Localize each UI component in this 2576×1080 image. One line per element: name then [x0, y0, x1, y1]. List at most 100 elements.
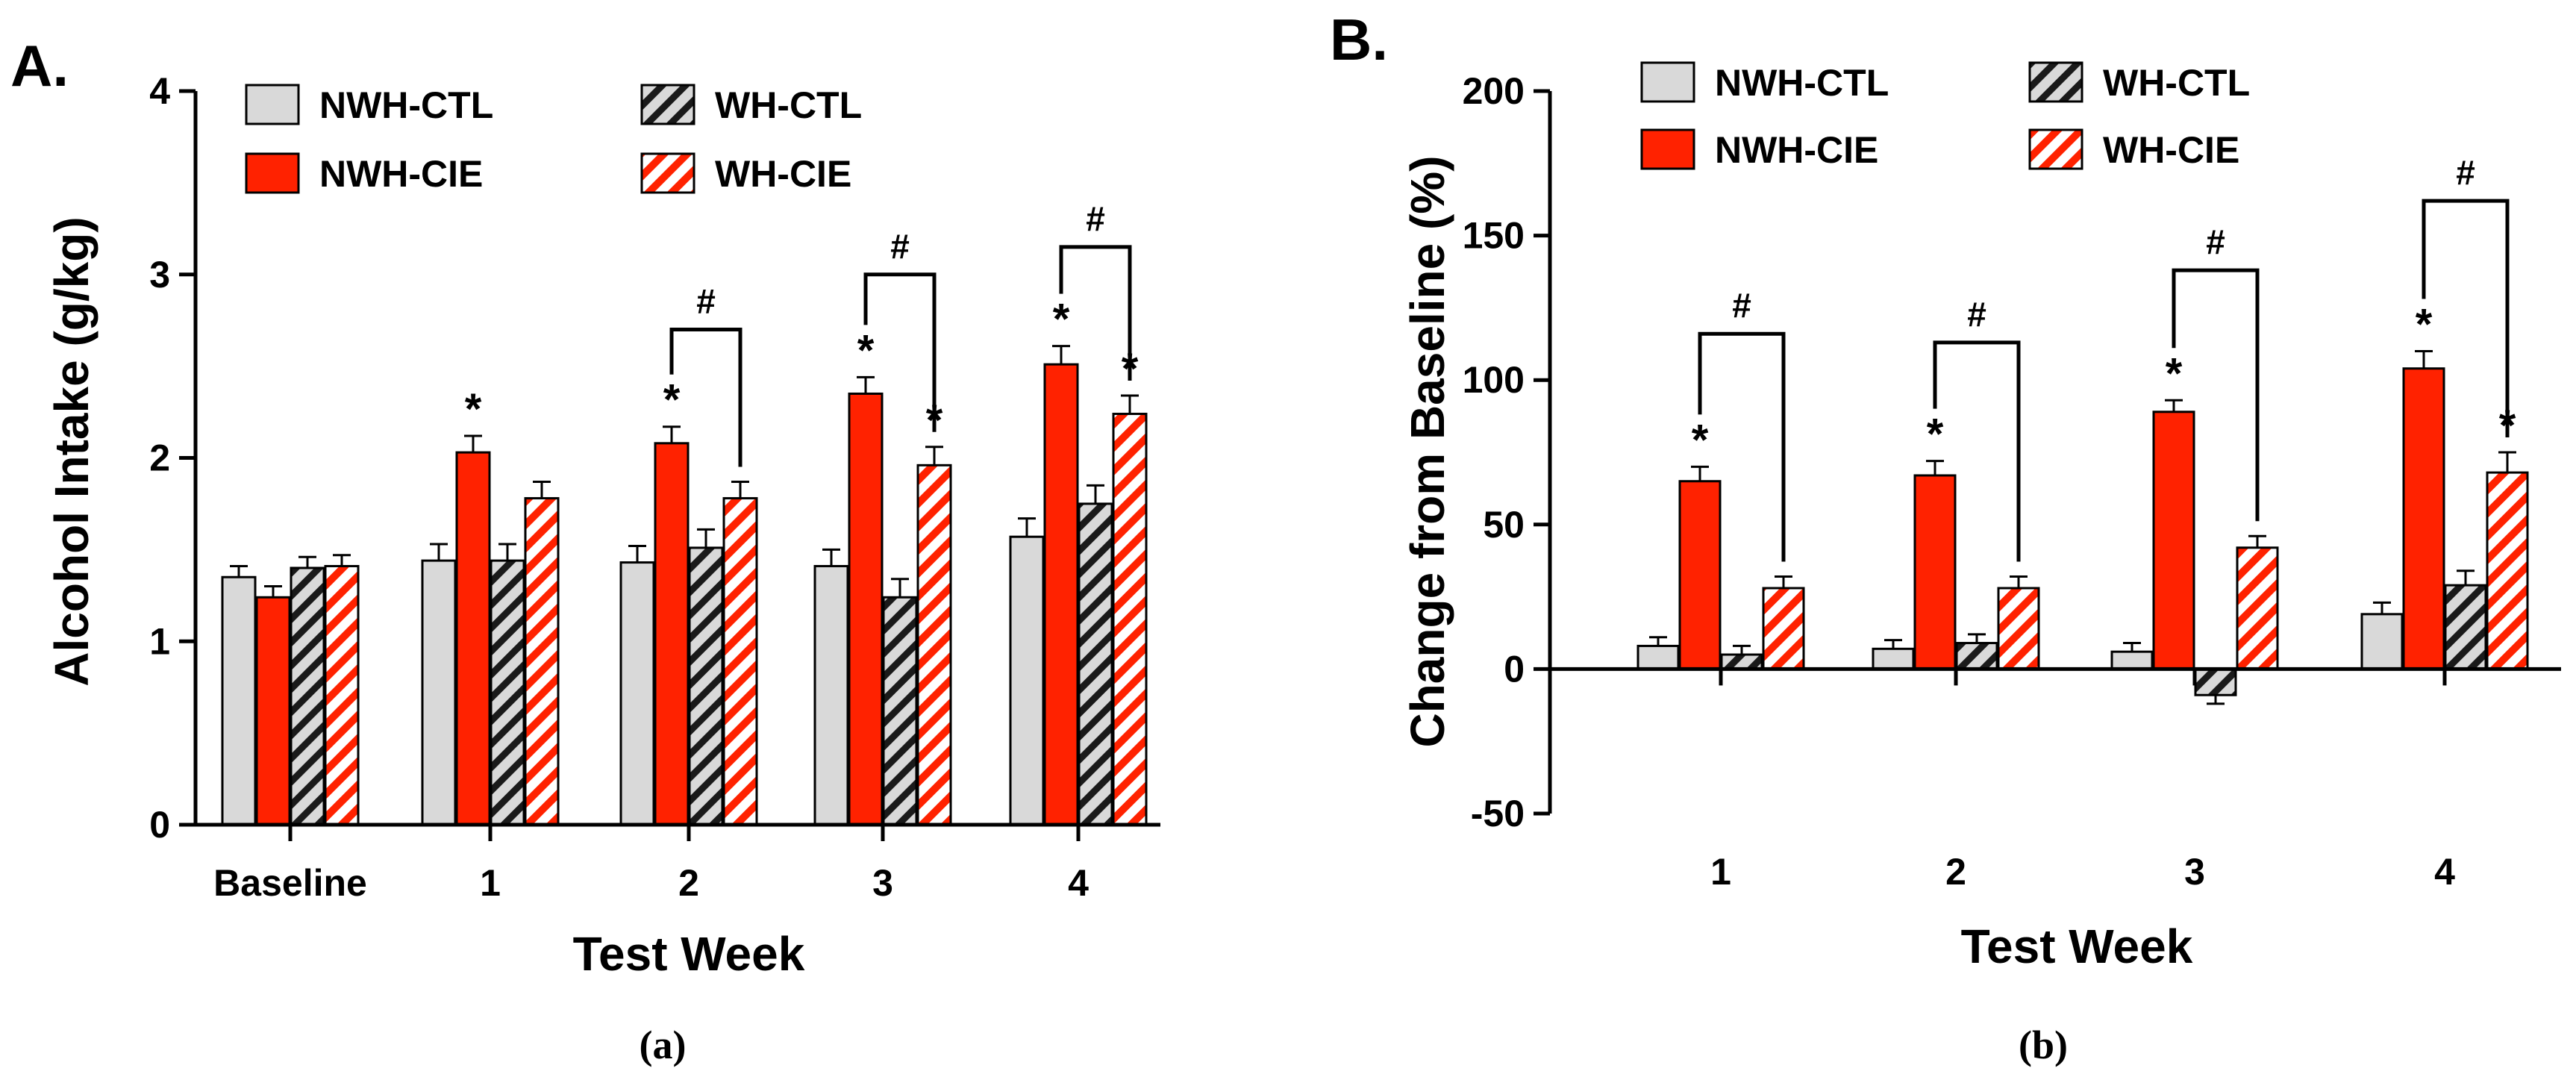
bar-b-nwh-ctl-1: [1636, 644, 1680, 670]
bar-a-nwh-cie-4: [1043, 363, 1079, 826]
comparison-bracket-b: [2422, 199, 2510, 437]
bar-b-wh-cie-2: [1997, 587, 2040, 670]
bar-b-nwh-cie-4: [2402, 367, 2445, 670]
bar-a-nwh-cie-3: [848, 392, 884, 826]
x-tick-label-b: 2: [1945, 851, 1966, 893]
y-axis-label-a: Alcohol Intake (g/kg): [45, 216, 99, 686]
bar-b-wh-ctl-1: [1720, 653, 1763, 670]
legend-swatch-b: [2028, 61, 2083, 103]
bracket-hash-b: #: [2456, 153, 2475, 192]
legend-swatch-a: [640, 152, 695, 194]
comparison-bracket-a: [863, 272, 937, 432]
bar-a-wh-ctl-3: [882, 596, 918, 826]
x-tick-label-a: 2: [678, 862, 699, 904]
bar-a-wh-ctl-4: [1078, 502, 1113, 826]
y-tick-label-b: 100: [1463, 359, 1525, 401]
bar-b-wh-ctl-2: [1955, 642, 1998, 670]
y-tick-label-b: 0: [1504, 648, 1525, 690]
significance-star-a: *: [857, 326, 875, 375]
bar-b-wh-ctl-3: [2194, 667, 2237, 696]
bar-a-nwh-ctl-baseline: [221, 575, 257, 826]
y-tick-label-a: 1: [149, 620, 170, 662]
bracket-hash-a: #: [696, 281, 716, 320]
bar-a-nwh-cie-baseline: [255, 596, 291, 826]
legend-swatch-b: [2028, 128, 2083, 170]
bar-a-wh-cie-2: [722, 497, 758, 826]
significance-star-a: *: [1053, 296, 1070, 344]
x-tick-label-a: Baseline: [213, 862, 367, 904]
bar-a-wh-cie-4: [1112, 413, 1148, 826]
y-tick-label-b: 50: [1483, 504, 1525, 546]
y-tick-label-b: 150: [1463, 215, 1525, 257]
bar-b-nwh-ctl-3: [2110, 650, 2154, 670]
bar-a-nwh-ctl-2: [619, 561, 655, 826]
caption-a: (a): [640, 1023, 687, 1067]
y-tick-label-a: 2: [149, 437, 170, 479]
bar-b-nwh-cie-3: [2152, 411, 2195, 670]
x-tick-label-b: 4: [2434, 851, 2455, 893]
comparison-bracket-a: [1059, 245, 1132, 381]
y-tick-label-a: 0: [149, 804, 170, 846]
bar-a-nwh-ctl-3: [813, 564, 849, 826]
bar-a-wh-cie-3: [916, 463, 952, 826]
bracket-hash-b: #: [1967, 295, 1986, 334]
bracket-hash-b: #: [2206, 222, 2225, 261]
legend-swatch-a: [640, 84, 695, 125]
legend-swatch-a: [245, 84, 300, 125]
bar-b-wh-cie-1: [1762, 587, 1805, 670]
legend-label-a: WH-CIE: [715, 153, 851, 195]
significance-star-a: *: [663, 376, 681, 425]
panel-label-a: A.: [10, 33, 69, 99]
x-axis-label-a: Test Week: [573, 927, 805, 981]
significance-star-a: *: [465, 385, 482, 434]
bar-b-wh-cie-4: [2486, 471, 2529, 670]
x-tick-label-a: 3: [872, 862, 893, 904]
legend-swatch-a: [245, 152, 300, 194]
bar-a-wh-ctl-2: [688, 546, 724, 826]
x-tick-label-b: 3: [2184, 851, 2205, 893]
bar-a-nwh-ctl-4: [1009, 535, 1045, 826]
significance-star-b: *: [2416, 300, 2433, 349]
legend-label-b: WH-CIE: [2103, 129, 2239, 171]
bar-a-wh-ctl-1: [490, 559, 525, 826]
bar-b-nwh-ctl-2: [1872, 647, 1915, 670]
bar-b-wh-cie-3: [2236, 546, 2279, 670]
bar-b-nwh-cie-1: [1678, 480, 1722, 670]
legend-label-b: NWH-CTL: [1715, 62, 1889, 104]
x-tick-label-b: 1: [1710, 851, 1731, 893]
legend-swatch-b: [1640, 61, 1695, 103]
bar-a-nwh-cie-2: [654, 442, 690, 826]
y-axis-label-b: Change from Baseline (%): [1401, 155, 1454, 747]
y-tick-label-a: 3: [149, 254, 170, 296]
comparison-bracket-b: [2172, 268, 2260, 522]
y-tick-label-b: -50: [1471, 793, 1525, 834]
chart-panel-a: A. Alcohol Intake (g/kg) Test Week (a) *…: [10, 33, 1160, 1067]
x-tick-label-a: 1: [480, 862, 501, 904]
significance-star-b: *: [1692, 416, 1709, 464]
legend-label-a: NWH-CIE: [319, 153, 483, 195]
bracket-hash-b: #: [1732, 286, 1751, 325]
bar-a-wh-ctl-baseline: [290, 566, 325, 826]
legend-label-a: NWH-CTL: [319, 84, 493, 126]
bar-a-nwh-cie-1: [455, 451, 491, 826]
bracket-hash-a: #: [890, 227, 910, 266]
bar-b-nwh-ctl-4: [2360, 613, 2404, 670]
chart-panel-b: B. Change from Baseline (%) Test Week (b…: [1330, 7, 2561, 1067]
y-tick-label-b: 200: [1463, 70, 1525, 112]
legend-label-b: WH-CTL: [2103, 62, 2250, 104]
bar-b-nwh-cie-2: [1913, 474, 1957, 670]
x-tick-label-a: 4: [1068, 862, 1089, 904]
bracket-hash-a: #: [1086, 199, 1105, 238]
comparison-bracket-b: [1698, 331, 1786, 562]
comparison-bracket-a: [669, 327, 743, 467]
y-tick-label-a: 4: [149, 70, 170, 112]
bar-a-wh-cie-1: [524, 497, 560, 826]
legend-swatch-b: [1640, 128, 1695, 170]
x-axis-label-b: Test Week: [1961, 920, 2193, 973]
panel-label-b: B.: [1330, 7, 1388, 72]
legend-label-a: WH-CTL: [715, 84, 862, 126]
bar-b-wh-ctl-4: [2444, 584, 2487, 670]
significance-star-b: *: [2166, 349, 2183, 398]
bar-a-wh-cie-baseline: [324, 564, 360, 826]
